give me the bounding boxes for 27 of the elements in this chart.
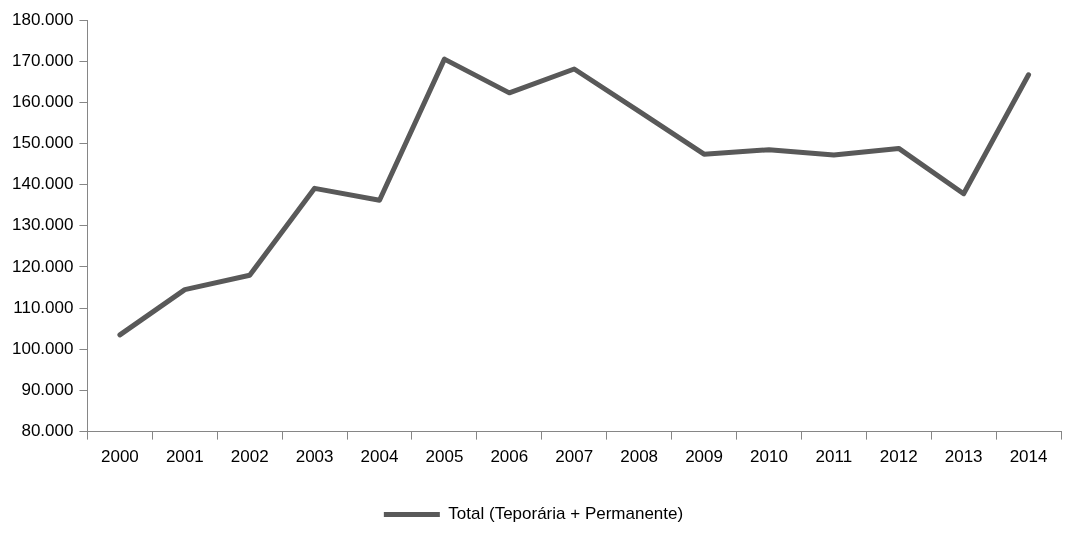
y-tick-label: 110.000	[13, 297, 74, 317]
x-tick-label: 2002	[230, 447, 269, 467]
y-tick-label: 130.000	[12, 215, 74, 235]
y-tick-label: 90.000	[21, 380, 74, 400]
x-tick-label: 2005	[425, 447, 464, 467]
y-tick-label: 150.000	[12, 133, 74, 153]
y-tick-label: 120.000	[12, 256, 74, 276]
y-tick-label: 160.000	[12, 92, 74, 112]
legend-label: Total (Teporária + Permanente)	[448, 504, 684, 524]
x-tick-label: 2006	[490, 447, 529, 467]
y-tick-label: 170.000	[12, 50, 74, 70]
x-tick-label: 2007	[555, 447, 594, 467]
x-tick-label: 2008	[620, 447, 659, 467]
y-tick-label: 180.000	[12, 9, 74, 29]
x-tick-label: 2004	[360, 447, 399, 467]
y-tick-label: 100.000	[12, 338, 74, 358]
x-tick-label: 2003	[295, 447, 334, 467]
x-tick-label: 2009	[685, 447, 723, 467]
y-tick-label: 140.000	[12, 174, 74, 194]
y-tick-label: 80.000	[21, 421, 74, 441]
x-tick-label: 2001	[165, 447, 204, 467]
x-tick-label: 2000	[100, 447, 139, 467]
x-tick-label: 2010	[750, 447, 788, 467]
x-tick-label: 2011	[815, 447, 853, 467]
x-tick-label: 2014	[1009, 447, 1048, 467]
x-tick-label: 2013	[944, 447, 983, 467]
x-tick-label: 2012	[879, 447, 918, 467]
